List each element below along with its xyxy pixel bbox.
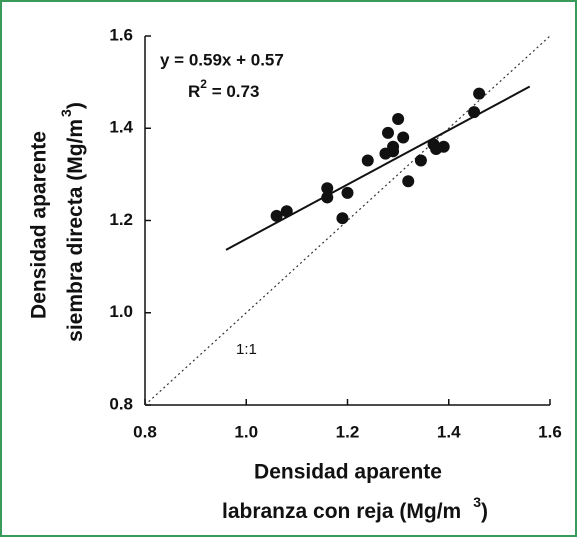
- y-label-line1: Densidad aparente: [28, 131, 51, 319]
- point: [402, 175, 415, 188]
- point: [397, 131, 410, 144]
- y-tick-label: 1.4: [109, 118, 133, 137]
- point: [414, 154, 427, 167]
- x-tick-label: 1.4: [437, 422, 461, 441]
- point: [437, 140, 450, 153]
- x-tick-label: 1.0: [234, 422, 258, 441]
- y-tick-label: 1.0: [109, 302, 133, 321]
- r2-base: R: [188, 82, 200, 101]
- r-squared: R2 = 0.73: [188, 77, 259, 101]
- identity-label: 1:1: [236, 341, 257, 358]
- point: [270, 209, 283, 222]
- point: [392, 113, 405, 126]
- point: [361, 154, 374, 167]
- x-label-end: ): [481, 500, 488, 523]
- point: [321, 182, 334, 195]
- x-label-text: labranza con reja (Mg/m: [222, 500, 461, 523]
- y-label-sup: 3: [58, 109, 74, 117]
- point: [473, 87, 486, 100]
- point: [468, 106, 481, 119]
- point: [321, 191, 334, 204]
- y-label-end: ): [64, 102, 87, 109]
- point: [280, 205, 293, 218]
- x-tick-label: 0.8: [133, 422, 157, 441]
- y-tick-label: 1.6: [109, 25, 133, 44]
- y-label-text: siembra directa (Mg/m: [64, 119, 87, 342]
- y-tick-label: 0.8: [109, 394, 133, 413]
- equation: y = 0.59x + 0.57: [160, 50, 284, 69]
- y-tick-label: 1.2: [109, 210, 133, 229]
- r2-sup: 2: [200, 77, 207, 91]
- x-tick-label: 1.6: [538, 422, 562, 441]
- x-tick-label: 1.2: [336, 422, 360, 441]
- point: [336, 212, 349, 225]
- r2-rest: = 0.73: [207, 82, 259, 101]
- point: [341, 186, 354, 199]
- x-label-line1: Densidad aparente: [254, 461, 442, 484]
- x-label-line2: labranza con reja (Mg/m 3): [222, 494, 488, 523]
- point: [387, 145, 400, 158]
- x-label-sup: 3: [473, 494, 481, 510]
- y-label-line2: siembra directa (Mg/m 3): [58, 102, 87, 342]
- point: [382, 126, 394, 139]
